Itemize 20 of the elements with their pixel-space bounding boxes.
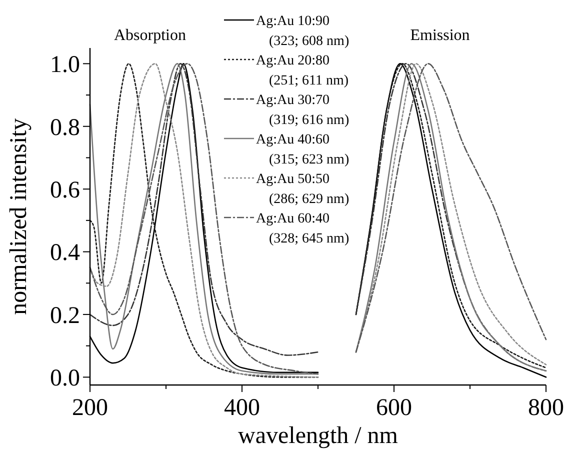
x-tick-label: 400: [224, 395, 260, 421]
x-tick-label: 600: [376, 395, 412, 421]
x-axis-title: wavelength / nm: [238, 423, 398, 449]
legend-label: Ag:Au 20:80 (251; 611 nm): [256, 54, 349, 88]
y-tick-label: 1.0: [50, 52, 80, 78]
legend-label: Ag:Au 50:50 (286; 629 nm): [256, 172, 350, 207]
legend-label: Ag:Au 40:60 (315; 623 nm): [256, 132, 350, 168]
legend-label: Ag:Au 10:90 (323; 608 nm): [256, 14, 350, 49]
y-tick-label: 0.2: [50, 302, 80, 329]
text: Emission: [410, 27, 470, 44]
y-tick-label: 0.6: [50, 177, 80, 204]
y-axis-title: normalized intensity: [6, 118, 32, 315]
text: Absorption: [114, 27, 186, 44]
legend-label: Ag:Au 30:70 (319; 616 nm): [256, 93, 350, 128]
y-tick-label: 0.8: [50, 114, 80, 141]
x-tick-label: 200: [72, 395, 108, 421]
legend-label: Ag:Au 60:40 (328; 645 nm): [256, 212, 350, 246]
y-tick-label: 0.0: [50, 366, 80, 392]
x-tick-label: 800: [528, 395, 564, 421]
y-tick-label: 0.4: [50, 240, 80, 266]
